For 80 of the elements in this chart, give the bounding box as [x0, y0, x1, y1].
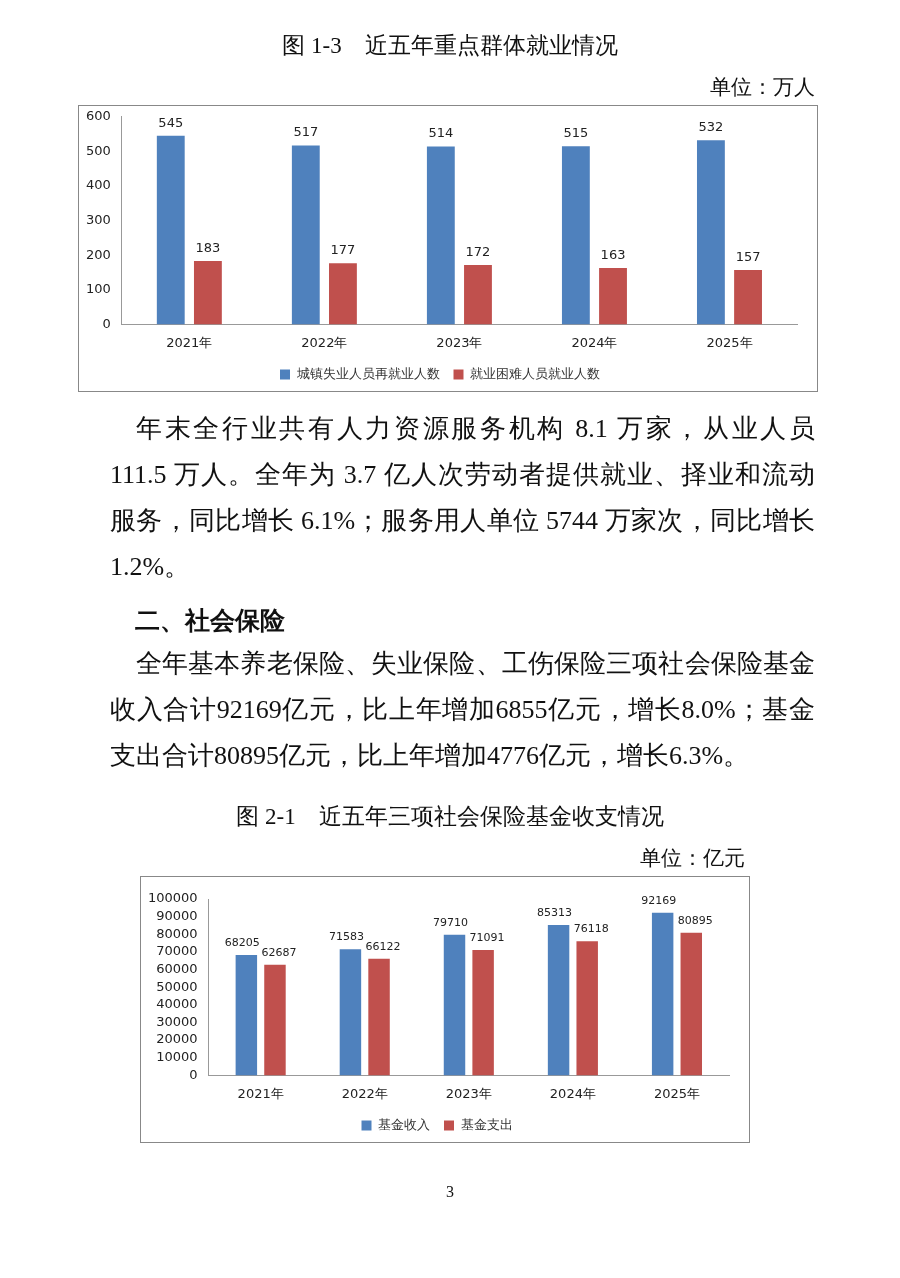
data-label: 545	[158, 114, 184, 130]
bar	[235, 955, 258, 1076]
bar	[264, 964, 286, 1076]
legend-label: 基金支出	[460, 1116, 513, 1132]
y-tick-label: 0	[189, 1066, 198, 1082]
bar	[680, 932, 703, 1076]
bar	[472, 950, 494, 1076]
y-tick-label: 30000	[156, 1013, 198, 1029]
x-tick-label: 2021年	[237, 1085, 284, 1101]
text: 年末全行业共有人力资源服务机构 8.1 万家，从业人员 111.5 万人。全年为 3.7 亿人次劳动者提供就业、择业和流动服务，同比增长 6.1%；服务用人单位 5744 万家次，同比增长 1.2%。	[110, 413, 815, 583]
bar	[156, 135, 185, 325]
y-tick-label: 100	[85, 281, 111, 297]
chart-subtitle: 单位：亿元	[639, 845, 745, 872]
y-tick-label: 80000	[156, 925, 198, 941]
chart-title: 图 1-3 近五年重点群体就业情况	[281, 32, 619, 60]
legend-label: 就业困难人员就业人数	[470, 365, 600, 381]
text: 二、社会保险	[135, 605, 286, 637]
legend-label: 城镇失业人员再就业人数	[295, 365, 440, 381]
x-tick-label: 2024年	[549, 1085, 596, 1101]
y-tick-label: 10000	[156, 1049, 198, 1065]
x-tick-label: 2022年	[301, 334, 348, 350]
data-label: 532	[698, 119, 724, 135]
text: 3	[445, 1183, 455, 1201]
bar	[734, 270, 762, 325]
bar	[291, 145, 320, 325]
y-tick-label: 300	[85, 211, 111, 227]
y-tick-label: 500	[85, 142, 111, 158]
y-tick-label: 0	[102, 315, 111, 331]
data-label: 92169	[641, 894, 677, 908]
bar	[696, 140, 725, 325]
data-label: 177	[330, 242, 356, 258]
data-label: 517	[293, 124, 319, 140]
x-tick-label: 2023年	[445, 1085, 492, 1101]
data-label: 80895	[677, 914, 713, 928]
data-label: 71091	[469, 931, 505, 945]
y-tick-label: 40000	[156, 996, 198, 1012]
y-tick-label: 600	[85, 108, 111, 124]
data-label: 514	[428, 125, 454, 141]
data-label: 71583	[328, 930, 364, 944]
data-label: 76118	[573, 922, 609, 936]
y-tick-label: 60000	[156, 960, 198, 976]
bar	[547, 924, 570, 1076]
chart-subtitle: 单位：万人	[709, 74, 815, 101]
x-tick-label: 2021年	[166, 334, 213, 350]
y-tick-label: 20000	[156, 1031, 198, 1047]
x-tick-label: 2023年	[436, 334, 483, 350]
bar	[193, 261, 222, 325]
data-label: 172	[465, 243, 491, 259]
data-label: 79710	[433, 916, 468, 930]
data-label: 163	[600, 246, 626, 262]
bar	[426, 146, 455, 325]
bar	[651, 912, 674, 1076]
bar	[329, 263, 357, 325]
y-tick-label: 100000	[147, 890, 198, 906]
bar	[368, 958, 390, 1076]
y-tick-label: 70000	[156, 943, 198, 959]
data-label: 157	[735, 248, 761, 264]
y-tick-label: 50000	[156, 978, 198, 994]
text: 全年基本养老保险、失业保险、工伤保险三项社会保险基金收入合计92169亿元，比上年增加6855亿元，增长8.0%；基金支出合计80895亿元，比上年增加4776亿元，增长6.3%。	[110, 648, 815, 772]
chart-title: 图 2-1 近五年三项社会保险基金收支情况	[235, 803, 665, 831]
x-tick-label: 2022年	[341, 1085, 388, 1101]
x-tick-label: 2025年	[706, 334, 753, 350]
bar	[599, 268, 627, 325]
legend-label: 基金收入	[378, 1116, 430, 1132]
x-tick-label: 2025年	[653, 1085, 701, 1101]
y-tick-label: 400	[85, 177, 111, 193]
data-label: 68205	[224, 936, 260, 950]
data-label: 85313	[537, 906, 573, 920]
bar	[561, 146, 590, 325]
data-label: 66122	[365, 940, 401, 954]
bar	[464, 264, 492, 325]
y-tick-label: 200	[85, 246, 111, 262]
bar	[576, 941, 598, 1076]
data-label: 62687	[261, 946, 297, 960]
data-label: 183	[195, 239, 221, 255]
bar	[339, 949, 362, 1076]
bar	[443, 934, 466, 1076]
y-tick-label: 90000	[156, 908, 198, 924]
data-label: 515	[563, 125, 589, 141]
x-tick-label: 2024年	[571, 334, 618, 350]
